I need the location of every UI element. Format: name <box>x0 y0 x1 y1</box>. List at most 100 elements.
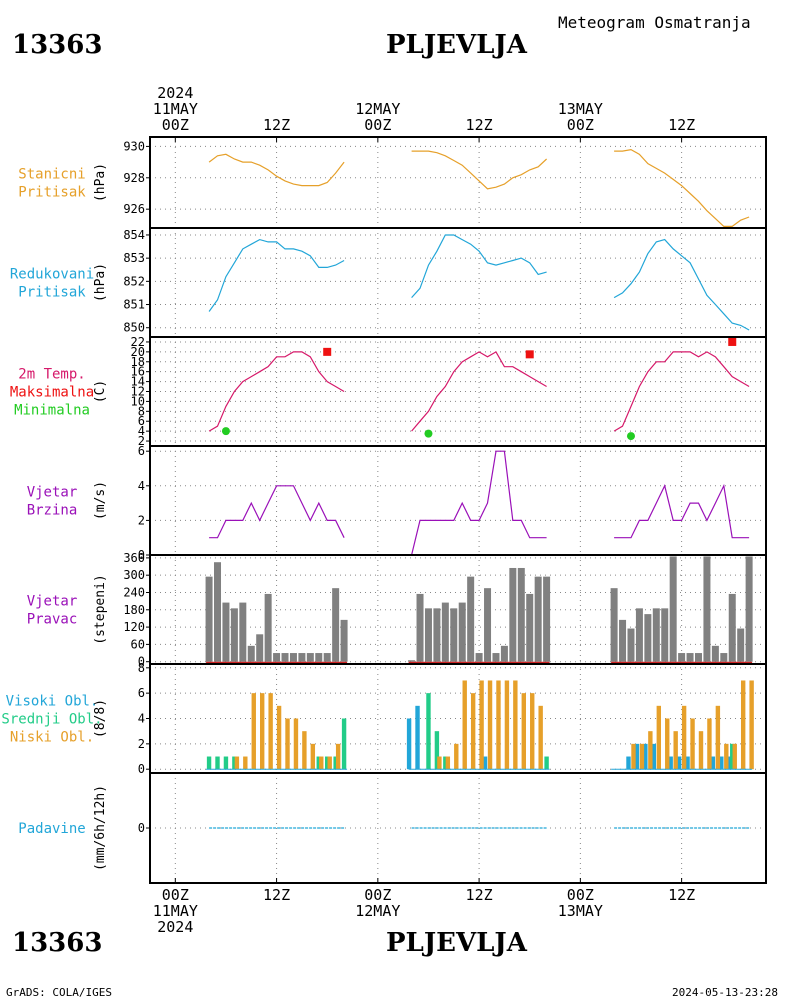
panel-side-label: Redukovani <box>10 267 94 283</box>
low-cloud-bar <box>538 705 543 770</box>
wind-direction-bar <box>627 628 635 662</box>
y-tick-label: 930 <box>123 139 145 153</box>
y-tick-label: 20 <box>131 345 145 359</box>
wind-direction-bar <box>256 634 264 662</box>
reduced-pressure-line <box>208 238 345 312</box>
wind-direction-bar <box>315 653 323 662</box>
wind-direction-bar <box>416 593 424 662</box>
low-cloud-bar <box>251 693 256 770</box>
mid-cloud-bar <box>443 756 448 770</box>
panel-side-label: 2m Temp. <box>18 367 85 383</box>
low-cloud-bar <box>479 680 484 770</box>
wind-direction-bar <box>678 653 686 662</box>
y-axis-label: (hPa) <box>93 263 108 302</box>
low-cloud-bar <box>285 718 290 770</box>
high-cloud-bar <box>415 705 420 770</box>
low-cloud-bar <box>243 756 248 770</box>
bottom-time-label: 11MAY <box>153 902 198 920</box>
low-cloud-bar <box>437 756 442 770</box>
top-time-label: 12MAY <box>355 100 400 118</box>
y-tick-label: 0 <box>138 821 145 835</box>
mid-cloud-bar <box>544 756 549 770</box>
low-cloud-bar <box>293 718 299 770</box>
wind-direction-bar <box>737 628 745 662</box>
wind-direction-bar <box>534 576 542 662</box>
wind-direction-bar <box>433 608 441 662</box>
y-axis-label: (hPa) <box>93 163 108 202</box>
wind-speed-line <box>614 483 750 539</box>
low-cloud-bar <box>276 705 282 770</box>
y-tick-label: 14 <box>131 375 145 389</box>
low-cloud-bar <box>445 756 451 770</box>
low-cloud-bar <box>319 756 324 770</box>
y-tick-label: 240 <box>123 585 145 599</box>
panel-frames <box>146 136 767 884</box>
wind-direction-bar <box>264 593 272 662</box>
low-cloud-bar <box>656 705 662 770</box>
wind-direction-bar <box>543 576 551 662</box>
low-cloud-bar <box>740 680 746 770</box>
panel-side-label: Srednji Obl. <box>1 712 102 728</box>
wind-direction-bar <box>694 653 702 662</box>
low-cloud-bar <box>681 705 687 770</box>
bottom-time-label: 12Z <box>263 886 290 904</box>
wind-direction-bar <box>323 653 331 662</box>
station-id: 13363 <box>12 30 103 60</box>
low-cloud-bar <box>268 693 273 770</box>
grid-lines <box>150 137 766 883</box>
y-tick-label: 6 <box>138 414 145 428</box>
mid-cloud-bar <box>316 756 321 770</box>
low-cloud-bar <box>496 680 501 770</box>
y-tick-label: 852 <box>123 274 145 288</box>
wind-direction-bar <box>644 614 652 662</box>
wind-direction-bar <box>635 608 643 662</box>
mid-cloud-bar <box>223 756 229 770</box>
wind-speed-line <box>411 450 547 556</box>
bottom-time-label: 12Z <box>466 886 493 904</box>
y-tick-label: 0 <box>138 762 145 776</box>
y-tick-label: 4 <box>138 479 145 493</box>
panel-side-label: Brzina <box>27 503 78 519</box>
y-tick-label: 854 <box>123 228 145 242</box>
panel-side-label: Maksimalna <box>10 385 94 401</box>
low-cloud-bar <box>504 680 510 770</box>
mid-cloud-bar <box>341 718 347 770</box>
mid-cloud-bar <box>434 731 440 770</box>
panel-side-label: Stanicni <box>18 167 85 183</box>
low-cloud-bar <box>690 718 695 770</box>
temperature-line <box>208 351 345 432</box>
y-tick-label: 18 <box>131 355 145 369</box>
wind-direction-bar <box>500 645 508 662</box>
side-labels: Stanicni Pritisak Redukovani Pritisak 2m Tem… <box>1 167 102 838</box>
panel-side-label: Niski Obl. <box>10 730 94 746</box>
low-cloud-bar <box>665 718 670 770</box>
mid-cloud-bar <box>333 756 338 770</box>
wind-direction-bar <box>619 619 627 662</box>
wind-direction-bar <box>205 576 213 662</box>
wind-direction-bar <box>424 608 432 662</box>
low-cloud-bar <box>335 743 341 770</box>
mid-cloud-bar <box>215 756 220 770</box>
low-cloud-bar <box>302 731 307 770</box>
mid-cloud-bar <box>730 743 735 770</box>
low-cloud-bar <box>462 680 467 770</box>
high-cloud-bar <box>710 756 716 770</box>
wind-direction-bar <box>728 593 736 662</box>
low-cloud-bar <box>327 756 332 770</box>
min-temp-marker <box>221 427 230 436</box>
temperature-line <box>411 351 547 432</box>
wind-direction-bar <box>467 576 475 662</box>
mid-cloud-bar <box>232 756 237 770</box>
top-time-label: 2024 <box>157 84 193 102</box>
y-tick-label: 60 <box>131 637 145 651</box>
low-cloud-bar <box>724 743 729 770</box>
y-tick-label: 16 <box>131 365 145 379</box>
station-pressure-line <box>208 153 345 187</box>
panel-side-label: Pritisak <box>18 285 86 301</box>
top-time-label: 00Z <box>162 116 189 134</box>
bottom-time-label: 12Z <box>668 886 695 904</box>
mid-cloud-bar <box>325 756 330 770</box>
wind-speed-line <box>209 485 345 539</box>
top-time-label: 12Z <box>263 116 290 134</box>
